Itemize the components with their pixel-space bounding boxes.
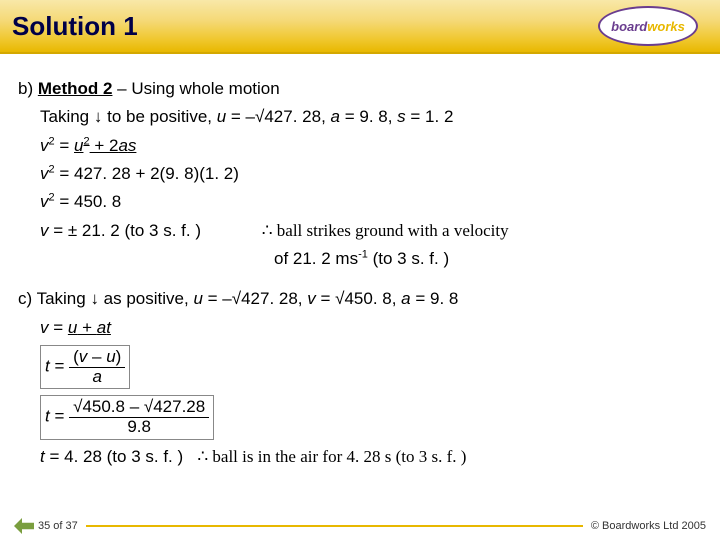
b-l1-u: u	[217, 107, 226, 126]
c-l1-v: v	[307, 289, 316, 308]
footer-divider	[86, 525, 583, 527]
fraction-1: (v – u) a	[69, 348, 125, 386]
part-c-line1: c) Taking ↓ as positive, u = –√427. 28, …	[18, 286, 702, 312]
part-c-result: t = 4. 28 (to 3 s. f. ) ∴ ball is in the…	[18, 444, 702, 470]
b-c2-pre: of 21. 2 ms	[274, 249, 358, 268]
b-e3-v: v	[40, 192, 49, 211]
b-l1-p1: = –√427. 28,	[226, 107, 330, 126]
b-e1-a: a	[118, 136, 127, 155]
b-e1-m: =	[55, 136, 74, 155]
c-e1-v: v	[40, 318, 49, 337]
fraction-2: √450.8 – √427.28 9.8	[69, 398, 209, 436]
c-e1-u: u	[68, 318, 77, 337]
part-b-suffix: – Using whole motion	[112, 79, 279, 98]
c-e1-t: t	[106, 318, 111, 337]
part-c-frac2: t = √450.8 – √427.28 9.8	[18, 393, 702, 441]
c-f1-eq: =	[50, 357, 69, 376]
c-e1-a: a	[97, 318, 106, 337]
frac2-num: √450.8 – √427.28	[69, 398, 209, 418]
down-arrow-icon-2: ↓	[90, 289, 99, 308]
part-b-concl-2: of 21. 2 ms-1 (to 3 s. f. )	[18, 246, 702, 272]
b-l1-p2: = 9. 8,	[340, 107, 397, 126]
frac2-den: 9.8	[69, 418, 209, 437]
b-e2-v: v	[40, 164, 49, 183]
b-e3-r: = 450. 8	[55, 192, 122, 211]
part-b-prefix: b)	[18, 79, 38, 98]
c-l1-p1: = –√427. 28,	[203, 289, 307, 308]
part-b-eq1: v2 = u2 + 2as	[18, 133, 702, 159]
part-b-eq2: v2 = 427. 28 + 2(9. 8)(1. 2)	[18, 161, 702, 187]
f1-npo: )	[116, 347, 122, 366]
b-e1-s: s	[128, 136, 137, 155]
b-e1-v: v	[40, 136, 49, 155]
b-e4-v: v	[40, 221, 49, 240]
b-c2-post: (to 3 s. f. )	[368, 249, 449, 268]
b-l1-s: s	[397, 107, 406, 126]
c-l1-a: a	[401, 289, 410, 308]
part-b-heading: b) Method 2 – Using whole motion	[18, 76, 702, 102]
part-c-frac1: t = (v – u) a	[18, 343, 702, 391]
part-b-method: Method 2	[38, 79, 113, 98]
logo-text: boardworks	[611, 19, 685, 34]
slide-title: Solution 1	[12, 11, 138, 42]
logo-brand-2: works	[647, 19, 685, 34]
c-concl: ∴ ball is in the air for 4. 28 s (to 3 s…	[197, 447, 466, 466]
b-l1-a: a	[331, 107, 340, 126]
c-e1-p: +	[77, 318, 96, 337]
part-c-eq1: v = u + at	[18, 315, 702, 341]
page-counter: 35 of 37	[14, 518, 78, 534]
logo-brand-1: board	[611, 19, 647, 34]
prev-arrow-icon[interactable]	[14, 518, 34, 534]
part-b-eq3: v2 = 450. 8	[18, 189, 702, 215]
f1-nm: –	[87, 347, 106, 366]
f1-nu: u	[106, 347, 115, 366]
logo: boardworks	[598, 6, 708, 48]
eq-box-1: t = (v – u) a	[40, 345, 130, 389]
c-l1-p3: = 9. 8	[411, 289, 459, 308]
b-e4-r: = ± 21. 2 (to 3 s. f. )	[49, 221, 201, 240]
header-bar: Solution 1 boardworks	[0, 0, 720, 54]
b-e2-r: = 427. 28 + 2(9. 8)(1. 2)	[55, 164, 239, 183]
c-l1-u: u	[193, 289, 202, 308]
copyright-text: © Boardworks Ltd 2005	[591, 520, 706, 532]
frac1-num: (v – u)	[69, 348, 125, 368]
part-b-bold: Method 2	[38, 79, 113, 98]
logo-oval: boardworks	[598, 6, 698, 46]
c-e1-eq: =	[49, 318, 68, 337]
part-b-eq4: v = ± 21. 2 (to 3 s. f. ) ∴ ball strikes…	[18, 218, 702, 244]
b-c2-exp: -1	[358, 248, 368, 260]
f1-nv: v	[79, 347, 88, 366]
content-area: b) Method 2 – Using whole motion Taking …	[0, 54, 720, 470]
b-concl-1: ∴ ball strikes ground with a velocity	[206, 218, 509, 244]
c-f2-eq: =	[50, 407, 69, 426]
c-l1-pre: c) Taking	[18, 289, 90, 308]
b-l1-pre: Taking	[40, 107, 94, 126]
c-l1-p2: = √450. 8,	[316, 289, 401, 308]
b-e1-m2: + 2	[90, 136, 119, 155]
b-l1-mid: to be positive,	[102, 107, 216, 126]
eq-box-2: t = √450.8 – √427.28 9.8	[40, 395, 214, 439]
c-l1-mid: as positive,	[99, 289, 194, 308]
b-l1-p3: = 1. 2	[406, 107, 454, 126]
part-b-line1: Taking ↓ to be positive, u = –√427. 28, …	[18, 104, 702, 130]
frac1-den: a	[69, 368, 125, 387]
c-r-rest: = 4. 28 (to 3 s. f. )	[45, 447, 183, 466]
page-number: 35 of 37	[38, 520, 78, 532]
footer: 35 of 37 © Boardworks Ltd 2005	[0, 518, 720, 534]
